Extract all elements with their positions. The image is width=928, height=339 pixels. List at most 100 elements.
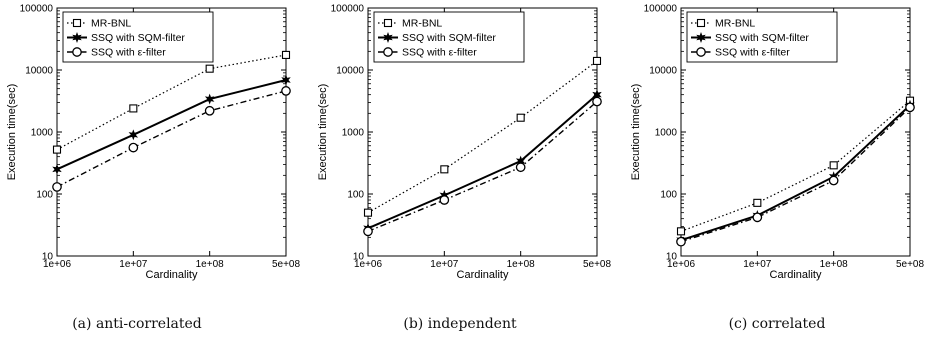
legend-marker-star [696, 32, 706, 43]
legend-marker-square [72, 18, 82, 28]
data-point-square [129, 104, 138, 113]
data-point-circle [52, 182, 62, 192]
legend-marker-square [696, 18, 706, 28]
data-point-circle [204, 105, 215, 116]
y-tick-label: 10 [42, 252, 54, 263]
legend-marker-star [383, 32, 393, 43]
x-axis-label: Cardinality [770, 269, 822, 281]
data-point-square [516, 113, 525, 122]
x-tick-label: 1e+06 [43, 259, 72, 270]
series-line-circle [56, 90, 287, 188]
legend-box [373, 11, 525, 63]
y-axis-label: Execution time(sec) [317, 84, 329, 181]
data-point-circle [515, 162, 526, 173]
series-line-circle [367, 101, 598, 232]
legend-label: MR-BNL [91, 18, 131, 30]
y-tick-label: 100000 [20, 4, 54, 15]
y-tick-label: 10000 [25, 66, 53, 77]
legend: MR-BNL SSQ with SQM-filter SSQ with ε-filt… [686, 11, 838, 63]
legend-marker-square [383, 18, 393, 28]
legend-label: MR-BNL [715, 18, 755, 30]
legend-label: SSQ with ε-filter [91, 47, 166, 59]
data-point-circle [752, 212, 763, 223]
legend-label: SSQ with SQM-filter [715, 32, 809, 44]
chart-panel-1: 10 100 1000 10000 100000 1e+06 1e+07 1e+08 5e+08… [6, 4, 300, 333]
data-point-circle [281, 86, 291, 96]
legend: MR-BNL SSQ with SQM-filter SSQ with ε-filt… [62, 11, 214, 63]
x-tick-label: 1e+06 [354, 259, 383, 270]
legend-marker-star [72, 32, 82, 43]
legend-label: SSQ with SQM-filter [91, 32, 185, 44]
y-tick-label: 1000 [655, 128, 678, 139]
legend-marker-circle [696, 47, 706, 57]
y-tick-label: 10 [353, 252, 365, 263]
x-axis-label: Cardinality [457, 269, 509, 281]
chart-panel-2: 10 100 1000 10000 100000 1e+06 1e+07 1e+08 5e+08… [317, 4, 611, 333]
y-tick-label: 10000 [336, 66, 364, 77]
data-point-square [52, 145, 62, 154]
data-point-square [753, 198, 762, 207]
y-tick-label: 10000 [649, 66, 677, 77]
series-line-star [56, 79, 287, 171]
data-point-square [363, 208, 373, 217]
y-tick-label: 1000 [342, 128, 365, 139]
y-axis-label: Execution time(sec) [630, 84, 642, 181]
data-point-star [128, 129, 139, 141]
x-tick-label: 5e+08 [583, 259, 612, 270]
data-point-circle [905, 102, 915, 113]
y-tick-label: 100 [347, 190, 364, 201]
x-tick-label: 5e+08 [896, 259, 925, 270]
data-point-square [829, 161, 838, 170]
x-tick-label: 1e+08 [196, 259, 225, 270]
x-tick-label: 1e+08 [820, 259, 849, 270]
legend-label: SSQ with ε-filter [402, 47, 477, 59]
legend-box [686, 11, 838, 63]
series-line-star [367, 93, 598, 230]
y-tick-label: 100000 [331, 4, 365, 15]
series-line-square [56, 54, 287, 151]
data-point-square [592, 56, 602, 65]
legend-label: SSQ with SQM-filter [402, 32, 496, 44]
series-line-square [367, 60, 598, 214]
y-tick-label: 1000 [31, 128, 54, 139]
y-tick-label: 100000 [644, 4, 678, 15]
x-tick-label: 1e+08 [507, 259, 536, 270]
data-point-star [52, 163, 62, 175]
y-tick-label: 100 [660, 190, 677, 201]
x-tick-label: 1e+06 [667, 259, 696, 270]
legend-marker-circle [383, 47, 393, 57]
data-point-circle [676, 236, 686, 247]
data-point-circle [592, 96, 602, 107]
legend-box [62, 11, 214, 63]
legend: MR-BNL SSQ with SQM-filter SSQ with ε-filt… [373, 11, 525, 63]
data-point-circle [439, 195, 450, 205]
legend-marker-circle [72, 47, 82, 57]
data-point-circle [828, 175, 839, 186]
legend-label: SSQ with ε-filter [715, 47, 790, 59]
chart-panel-3: 10 100 1000 10000 100000 1e+06 1e+07 1e+08 5e+08… [630, 4, 924, 333]
subfigure-caption: (c) correlated [729, 316, 826, 332]
x-tick-label: 1e+07 [119, 259, 148, 270]
data-point-star [281, 74, 291, 86]
x-tick-label: 1e+07 [743, 259, 772, 270]
data-point-square [281, 50, 291, 59]
y-axis-label: Execution time(sec) [6, 84, 18, 181]
data-point-square [440, 165, 449, 174]
series-line-circle [680, 106, 911, 243]
series-line-star [680, 104, 911, 242]
data-point-square [676, 227, 686, 236]
x-axis-label: Cardinality [146, 269, 198, 281]
data-point-star [204, 93, 215, 105]
subfigure-caption: (a) anti-correlated [72, 316, 202, 332]
y-tick-label: 100 [36, 190, 53, 201]
data-point-circle [128, 142, 139, 153]
y-tick-label: 10 [666, 252, 678, 263]
series-line-square [680, 100, 911, 232]
subfigure-caption: (b) independent [403, 316, 517, 332]
legend-label: MR-BNL [402, 18, 442, 30]
x-tick-label: 5e+08 [272, 259, 301, 270]
x-tick-label: 1e+07 [430, 259, 459, 270]
data-point-circle [363, 226, 373, 237]
data-point-square [205, 64, 214, 73]
